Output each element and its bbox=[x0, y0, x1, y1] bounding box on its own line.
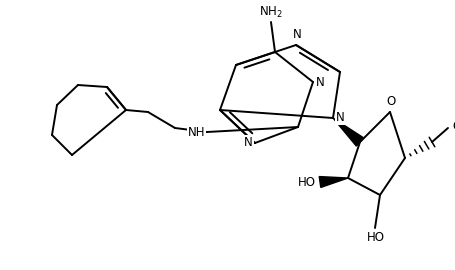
Polygon shape bbox=[332, 118, 363, 146]
Text: N: N bbox=[292, 28, 301, 41]
Text: NH$_2$: NH$_2$ bbox=[258, 5, 282, 20]
Text: HO: HO bbox=[366, 231, 384, 244]
Text: NH: NH bbox=[187, 126, 205, 139]
Text: N: N bbox=[335, 112, 344, 124]
Text: N: N bbox=[315, 76, 324, 89]
Polygon shape bbox=[318, 177, 347, 187]
Text: O: O bbox=[385, 95, 395, 108]
Text: OH: OH bbox=[451, 120, 455, 133]
Text: HO: HO bbox=[298, 176, 315, 188]
Text: N: N bbox=[244, 136, 253, 148]
